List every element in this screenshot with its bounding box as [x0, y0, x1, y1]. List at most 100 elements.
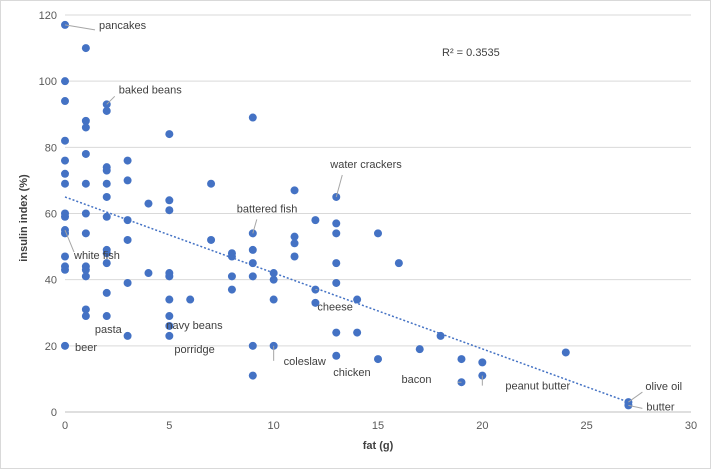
data-point	[123, 216, 132, 225]
data-point	[248, 341, 257, 350]
data-point	[123, 176, 132, 185]
point-label: porridge	[174, 344, 214, 356]
gridlines	[65, 14, 691, 413]
data-point	[332, 259, 341, 268]
data-point	[478, 358, 487, 367]
data-point	[290, 186, 299, 195]
data-point	[61, 136, 69, 145]
data-point	[165, 196, 174, 205]
data-point	[123, 331, 132, 340]
annotation-leader-line	[628, 391, 643, 403]
data-point	[332, 229, 341, 238]
data-point	[165, 321, 174, 330]
data-point	[102, 179, 111, 188]
point-label: navy beans	[166, 320, 223, 332]
data-point	[165, 312, 174, 321]
data-point	[561, 348, 570, 357]
annotation-leader-line	[252, 219, 258, 234]
point-label: baked beans	[119, 84, 182, 96]
data-point	[61, 265, 69, 274]
data-point	[102, 106, 111, 115]
annotation-leader-line	[628, 404, 643, 409]
point-label: chicken	[333, 367, 370, 379]
data-point	[81, 229, 90, 238]
point-label: peanut butter	[505, 381, 570, 393]
point-label: water crackers	[329, 159, 402, 171]
data-point	[227, 252, 236, 261]
point-label: battered fish	[237, 203, 298, 215]
y-tick-label: 60	[45, 209, 57, 221]
point-label: cheese	[317, 302, 352, 314]
data-point	[61, 77, 69, 86]
point-label: olive oil	[645, 381, 682, 393]
data-point	[353, 328, 362, 337]
data-point	[248, 245, 257, 254]
x-tick-label: 25	[581, 420, 593, 432]
data-point	[81, 179, 90, 188]
data-point	[311, 298, 320, 307]
data-point	[102, 249, 111, 258]
data-point	[290, 239, 299, 248]
data-point	[102, 212, 111, 221]
data-point	[165, 295, 174, 304]
data-point	[227, 272, 236, 281]
annotation-leader-line	[64, 24, 96, 31]
data-point	[81, 305, 90, 314]
data-point	[332, 278, 341, 287]
data-point	[207, 235, 216, 244]
data-point	[61, 252, 69, 261]
data-point	[394, 259, 403, 268]
data-point	[123, 156, 132, 165]
x-tick-label: 5	[166, 420, 172, 432]
x-tick-label: 0	[62, 420, 68, 432]
data-point	[248, 259, 257, 268]
data-point	[186, 295, 195, 304]
x-tick-label: 10	[268, 420, 280, 432]
y-tick-label: 100	[39, 76, 57, 88]
data-point	[81, 44, 90, 53]
data-point	[81, 265, 90, 274]
y-tick-label: 0	[51, 407, 57, 419]
data-point	[123, 278, 132, 287]
point-label: pancakes	[99, 20, 147, 32]
data-point	[353, 295, 362, 304]
data-point	[165, 331, 174, 340]
data-point	[165, 272, 174, 281]
data-point	[81, 149, 90, 158]
data-point	[61, 341, 69, 350]
data-point	[248, 371, 257, 380]
y-tick-label: 120	[39, 10, 57, 22]
data-point	[102, 192, 111, 201]
data-point	[374, 229, 382, 238]
data-point	[269, 269, 278, 278]
data-point	[81, 209, 90, 218]
data-point	[457, 355, 466, 364]
point-label: white fish	[73, 250, 120, 262]
data-point	[332, 351, 341, 360]
point-label: bacon	[401, 374, 431, 386]
point-labels: pancakes baked beans water crackers battere…	[64, 20, 682, 413]
data-point	[61, 212, 69, 221]
data-point	[269, 275, 278, 284]
point-label: coleslaw	[284, 356, 326, 368]
data-point	[332, 328, 341, 337]
axes: 0 20 40 60 80 100 120 0 5 10 15 20 25 30	[39, 10, 697, 432]
data-point	[165, 130, 174, 139]
data-point	[290, 232, 299, 241]
data-point	[81, 123, 90, 132]
data-point	[61, 179, 69, 188]
annotation-leader-line	[335, 174, 343, 198]
data-point	[81, 272, 90, 281]
x-tick-label: 20	[476, 420, 488, 432]
y-tick-label: 80	[45, 142, 57, 154]
data-point	[81, 116, 90, 125]
x-axis-title: fat (g)	[363, 440, 394, 452]
data-point	[144, 269, 153, 278]
data-point	[144, 199, 153, 208]
data-points	[61, 20, 633, 410]
data-point	[81, 312, 90, 321]
data-point	[248, 272, 257, 281]
data-point	[311, 216, 320, 225]
